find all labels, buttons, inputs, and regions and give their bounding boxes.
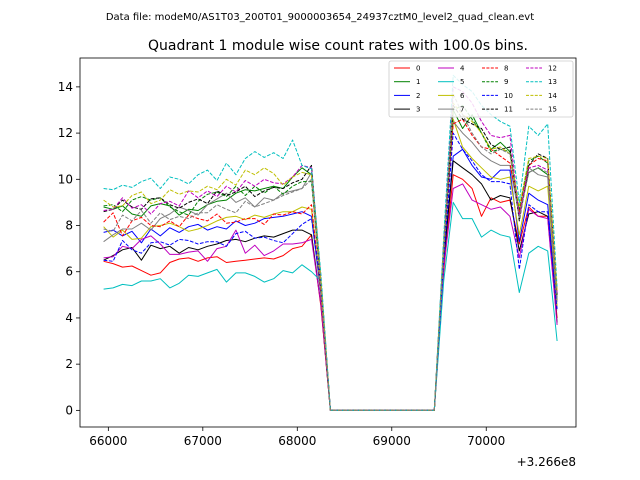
y-tick-label: 10 xyxy=(58,172,73,186)
x-tick-label: 67000 xyxy=(184,434,222,448)
x-tick-label: 70000 xyxy=(467,434,505,448)
x-offset-text: +3.266e8 xyxy=(517,455,576,469)
legend-label-5: 5 xyxy=(460,78,464,86)
x-axis: 66000 67000 68000 69000 70000 xyxy=(89,427,505,448)
y-tick-label: 6 xyxy=(65,265,73,279)
y-tick-label: 8 xyxy=(65,219,73,233)
plot-lines xyxy=(103,74,558,411)
x-tick-label: 68000 xyxy=(278,434,316,448)
legend-label-9: 9 xyxy=(504,78,508,86)
legend-label-10: 10 xyxy=(504,92,513,100)
legend-label-14: 14 xyxy=(548,92,557,100)
legend-label-2: 2 xyxy=(416,92,420,100)
y-axis: 0 2 4 6 8 10 12 14 xyxy=(58,80,80,417)
chart-title: Quadrant 1 module wise count rates with … xyxy=(148,38,528,54)
legend-label-11: 11 xyxy=(504,106,513,114)
legend-label-7: 7 xyxy=(460,106,464,114)
legend-label-8: 8 xyxy=(504,65,508,73)
y-tick-label: 0 xyxy=(65,403,73,417)
legend-label-13: 13 xyxy=(548,78,557,86)
chart-suptitle: Data file: modeM0/AS1T03_200T01_90000036… xyxy=(106,12,534,23)
y-tick-label: 14 xyxy=(58,80,73,94)
legend-label-6: 6 xyxy=(460,92,465,100)
series-line-11 xyxy=(103,104,558,411)
x-tick-label: 69000 xyxy=(373,434,411,448)
legend-box xyxy=(388,60,574,118)
legend-label-1: 1 xyxy=(416,78,420,86)
legend-label-15: 15 xyxy=(548,106,557,114)
plot-frame xyxy=(79,57,577,428)
x-tick-label: 66000 xyxy=(89,434,127,448)
y-tick-label: 4 xyxy=(65,311,73,325)
legend-label-4: 4 xyxy=(460,65,465,73)
series-line-15 xyxy=(103,93,558,411)
legend-label-0: 0 xyxy=(416,65,420,73)
y-tick-label: 12 xyxy=(58,126,73,140)
y-tick-label: 2 xyxy=(65,357,73,371)
legend-label-3: 3 xyxy=(416,106,420,114)
legend-label-12: 12 xyxy=(548,65,557,73)
